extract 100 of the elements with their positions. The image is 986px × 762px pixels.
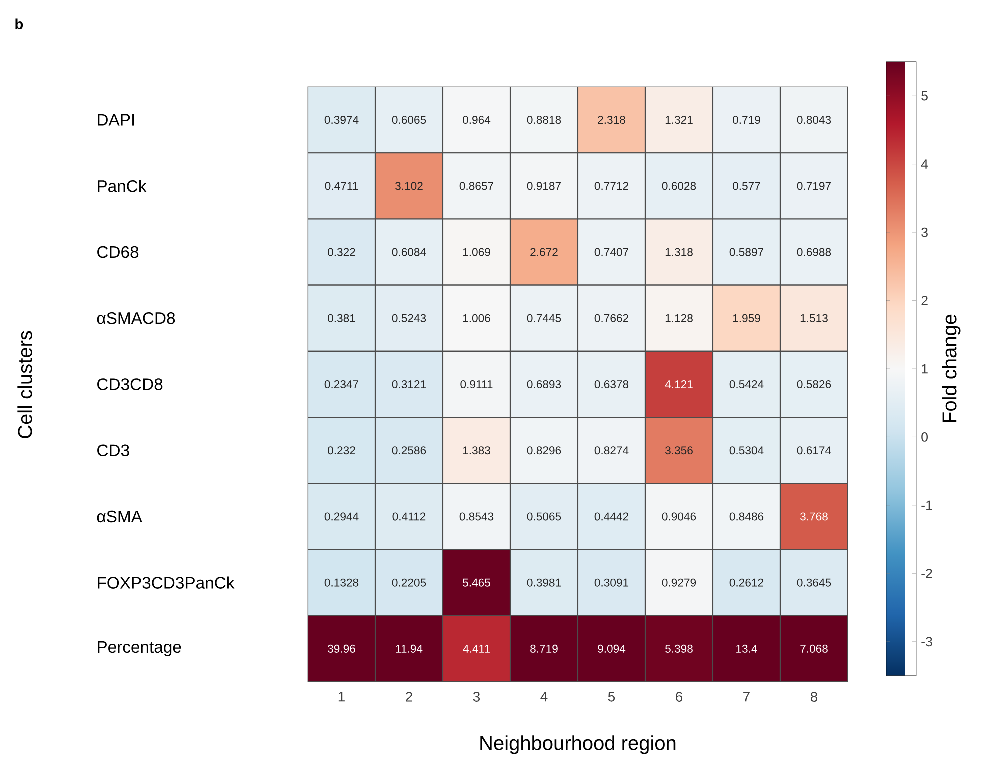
- y-tick-label: CD3CD8: [98, 378, 163, 390]
- data-label: 0.6893: [527, 380, 562, 389]
- data-label: 1.383: [463, 446, 490, 455]
- data-label: 0.5304: [730, 446, 764, 455]
- data-label: 0.3974: [324, 116, 359, 124]
- x-tick-label: 8: [810, 692, 818, 702]
- color-bar-label: 2: [922, 296, 928, 306]
- data-label: 0.9111: [460, 380, 493, 389]
- data-label: 2.318: [598, 116, 626, 124]
- data-label: 0.2347: [324, 380, 359, 389]
- data-label: 0.5826: [797, 380, 832, 389]
- color-bar-label: -2: [922, 569, 932, 578]
- color-bar-label: -3: [922, 637, 932, 647]
- y-tick-label: PanCk: [98, 180, 147, 192]
- data-label: 0.8274: [594, 446, 629, 455]
- data-label: 39.96: [328, 644, 356, 653]
- data-label: 1.513: [800, 314, 828, 322]
- data-label: 0.2612: [730, 578, 764, 587]
- data-label: 11.94: [396, 644, 423, 653]
- y-tick-label: FOXP3CD3PanCk: [98, 576, 235, 589]
- data-label: 8.719: [530, 644, 558, 653]
- data-label: 0.6174: [797, 446, 832, 455]
- data-label: 0.6378: [594, 380, 629, 389]
- x-tick-label: 6: [676, 692, 683, 702]
- data-label: 0.1328: [324, 578, 359, 587]
- x-tick-label: 5: [608, 692, 616, 702]
- data-label: 13.4: [736, 644, 758, 653]
- data-label: 2.672: [530, 248, 558, 256]
- data-label: 7.068: [800, 644, 828, 653]
- y-tick-label: αSMACD8: [97, 312, 176, 324]
- data-label: 0.4442: [594, 512, 628, 521]
- data-label: 0.3121: [392, 380, 426, 389]
- data-label: 0.6988: [797, 248, 832, 256]
- data-label: 0.964: [463, 116, 491, 124]
- data-label: 0.8657: [460, 182, 494, 190]
- data-label: 0.8818: [527, 116, 562, 124]
- data-label: 5.398: [666, 644, 693, 653]
- color-bar-label: 3: [922, 228, 928, 238]
- color-bar-title: Fold change: [942, 314, 961, 422]
- y-tick-label: αSMA: [97, 510, 142, 523]
- data-label: 0.381: [328, 314, 356, 322]
- y-tick-label: CD68: [98, 246, 139, 258]
- data-label: 0.3981: [527, 578, 562, 587]
- data-label: 0.5897: [730, 248, 764, 256]
- data-label: 0.8296: [527, 446, 562, 455]
- color-bar-label: 0: [922, 432, 928, 442]
- y-tick-label: CD3: [98, 444, 130, 457]
- data-label: 0.9187: [527, 182, 561, 190]
- data-label: 0.4711: [325, 182, 358, 190]
- y-axis-title: Cell clusters: [18, 331, 32, 438]
- data-label: 0.2944: [324, 512, 359, 521]
- y-tick-label: DAPI: [98, 114, 134, 126]
- data-label: 0.719: [733, 116, 760, 124]
- color-bar-label: -1: [922, 500, 932, 510]
- data-label: 0.577: [733, 182, 760, 190]
- data-label: 0.3645: [797, 578, 832, 587]
- data-label: 4.121: [665, 380, 693, 388]
- data-label: 3.102: [396, 182, 423, 190]
- data-label: 1.321: [666, 116, 693, 124]
- data-label: 0.9046: [662, 512, 696, 521]
- data-label: 0.8543: [460, 512, 494, 521]
- data-label: 9.094: [598, 644, 626, 653]
- data-label: 1.069: [463, 248, 490, 256]
- y-tick-label: Percentage: [98, 641, 182, 656]
- x-tick-label: 4: [540, 692, 548, 702]
- data-label: 0.5065: [527, 512, 562, 521]
- data-label: 1.006: [463, 314, 490, 322]
- color-bar-label: 5: [922, 91, 928, 101]
- data-label: 5.465: [463, 578, 490, 587]
- data-label: 0.7712: [594, 182, 628, 190]
- data-label: 0.7197: [797, 182, 831, 190]
- data-label: 0.6065: [392, 116, 426, 124]
- data-label: 0.6084: [392, 248, 426, 256]
- data-label: 0.7445: [527, 314, 562, 322]
- data-label: 3.356: [666, 446, 693, 455]
- data-label: 0.5424: [730, 380, 764, 389]
- data-label: 0.232: [328, 446, 356, 455]
- data-label: 1.318: [666, 248, 693, 256]
- data-label: 1.128: [666, 314, 693, 322]
- data-label: 0.322: [328, 248, 356, 256]
- data-label: 0.3091: [594, 578, 629, 587]
- x-tick-label: 3: [473, 692, 480, 702]
- text: b: [16, 18, 24, 30]
- color-bar-label: 4: [921, 160, 928, 169]
- data-label: 0.4112: [392, 512, 426, 521]
- data-label: 1.959: [733, 314, 760, 322]
- data-label: 0.8486: [730, 512, 764, 521]
- data-label: 0.7407: [594, 248, 628, 256]
- data-label: 0.2586: [392, 446, 426, 455]
- x-tick-label: 1: [338, 692, 345, 702]
- data-label: 3.768: [800, 512, 828, 521]
- x-tick-label: 7: [744, 692, 750, 702]
- data-label: 0.2205: [392, 578, 426, 587]
- x-axis-title: Neighbourhood region: [480, 736, 676, 754]
- color-bar-label: 1: [922, 364, 928, 374]
- data-label: 0.5243: [392, 314, 426, 322]
- x-tick-label: 2: [406, 692, 412, 702]
- data-label: 0.9279: [662, 578, 696, 587]
- data-label: 0.6028: [662, 182, 696, 190]
- data-label: 0.7662: [594, 314, 628, 322]
